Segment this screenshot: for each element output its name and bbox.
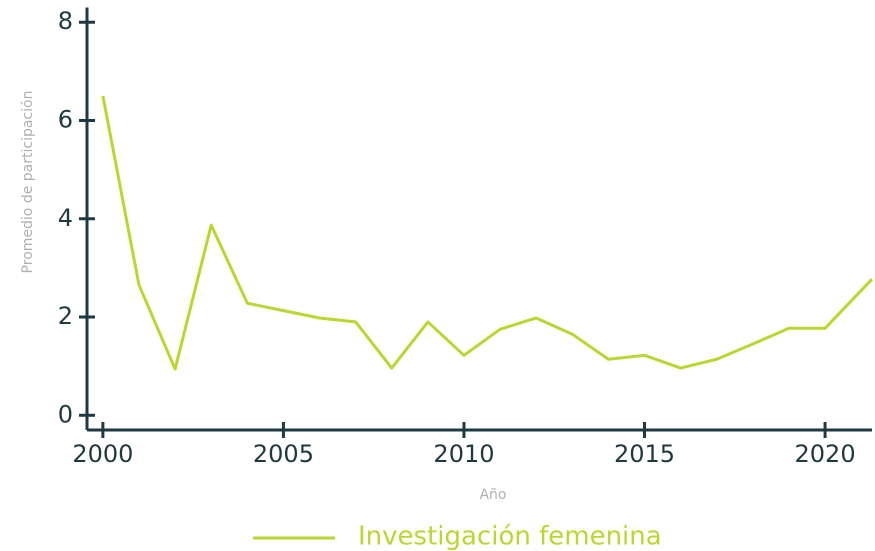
y-tick-label: 2 <box>58 302 73 330</box>
x-tick-label: 2015 <box>614 440 675 468</box>
x-axis-label: Año <box>479 487 506 503</box>
x-tick-label: 2010 <box>433 440 494 468</box>
x-tick-label: 2005 <box>253 440 314 468</box>
y-tick-label: 0 <box>58 400 73 428</box>
data-line <box>101 95 874 371</box>
y-tick-label: 6 <box>58 105 73 133</box>
y-axis-label: Promedio de participación <box>20 91 36 274</box>
legend-label: Investigación femenina <box>358 522 662 551</box>
y-tick-label: 4 <box>58 204 73 232</box>
x-tick-label: 2020 <box>795 440 856 468</box>
x-tick-label: 2000 <box>72 440 133 468</box>
y-tick-label: 8 <box>58 7 73 35</box>
